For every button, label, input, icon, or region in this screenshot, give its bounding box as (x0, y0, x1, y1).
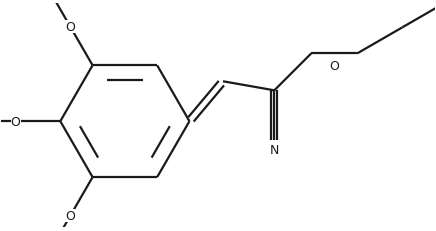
Text: O: O (65, 210, 75, 222)
Text: N: N (269, 144, 279, 157)
Text: O: O (10, 115, 20, 128)
Text: O: O (65, 21, 75, 34)
Text: O: O (329, 60, 339, 73)
